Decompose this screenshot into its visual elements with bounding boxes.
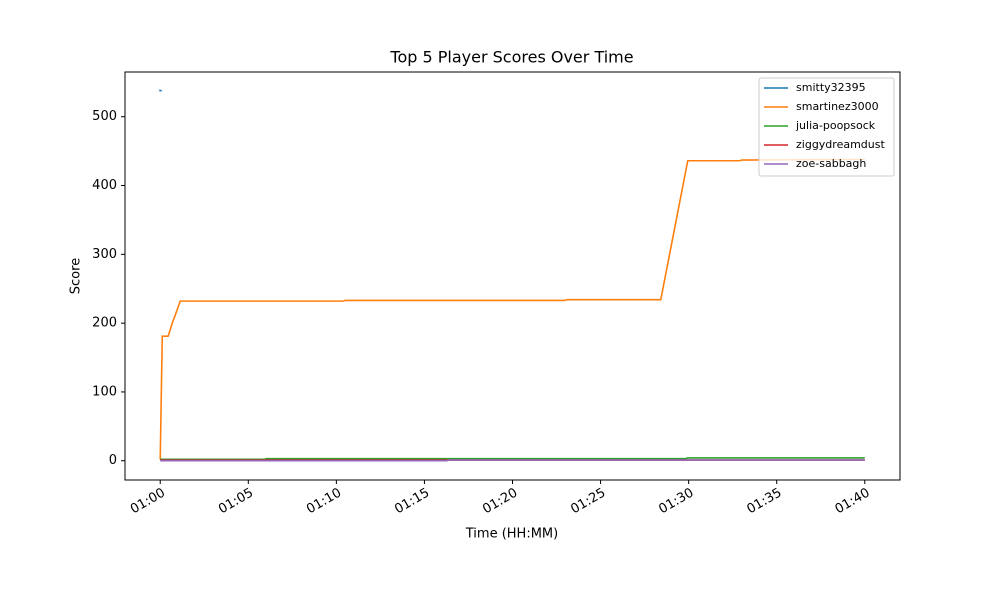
chart-title: Top 5 Player Scores Over Time xyxy=(389,48,633,67)
legend-label: smitty32395 xyxy=(796,81,866,94)
legend: smitty32395 smartinez3000 julia-poopsock zi… xyxy=(758,77,895,177)
x-tick-label: 01:20 xyxy=(480,486,520,518)
x-tick-label: 01:40 xyxy=(833,486,873,518)
series-line xyxy=(160,459,865,462)
y-tick-label: 300 xyxy=(92,247,117,262)
x-tick-label: 01:30 xyxy=(656,486,696,518)
x-tick-label: 01:35 xyxy=(745,486,785,518)
x-tick-label: 01:10 xyxy=(304,486,344,518)
y-tick-label: 100 xyxy=(92,384,117,399)
y-tick-label: 400 xyxy=(92,178,117,193)
legend-box xyxy=(758,77,895,177)
legend-label: smartinez3000 xyxy=(796,100,879,113)
x-tick-label: 01:25 xyxy=(568,486,608,518)
x-tick-label: 01:05 xyxy=(216,486,256,518)
legend-label: zoe-sabbagh xyxy=(796,157,866,170)
series-line xyxy=(160,457,865,461)
y-tick-label: 500 xyxy=(92,109,117,124)
y-tick-label: 0 xyxy=(109,453,117,468)
y-tick-label: 200 xyxy=(92,316,117,331)
series-line xyxy=(159,158,865,460)
x-tick-label: 01:00 xyxy=(128,486,168,518)
legend-label: julia-poopsock xyxy=(795,119,876,132)
x-axis-label: Time (HH:MM) xyxy=(465,527,558,542)
x-tick-label: 01:15 xyxy=(392,486,432,518)
y-axis-label: Score xyxy=(69,258,84,294)
legend-label: ziggydreamdust xyxy=(796,138,885,151)
axes-frame xyxy=(124,71,901,481)
